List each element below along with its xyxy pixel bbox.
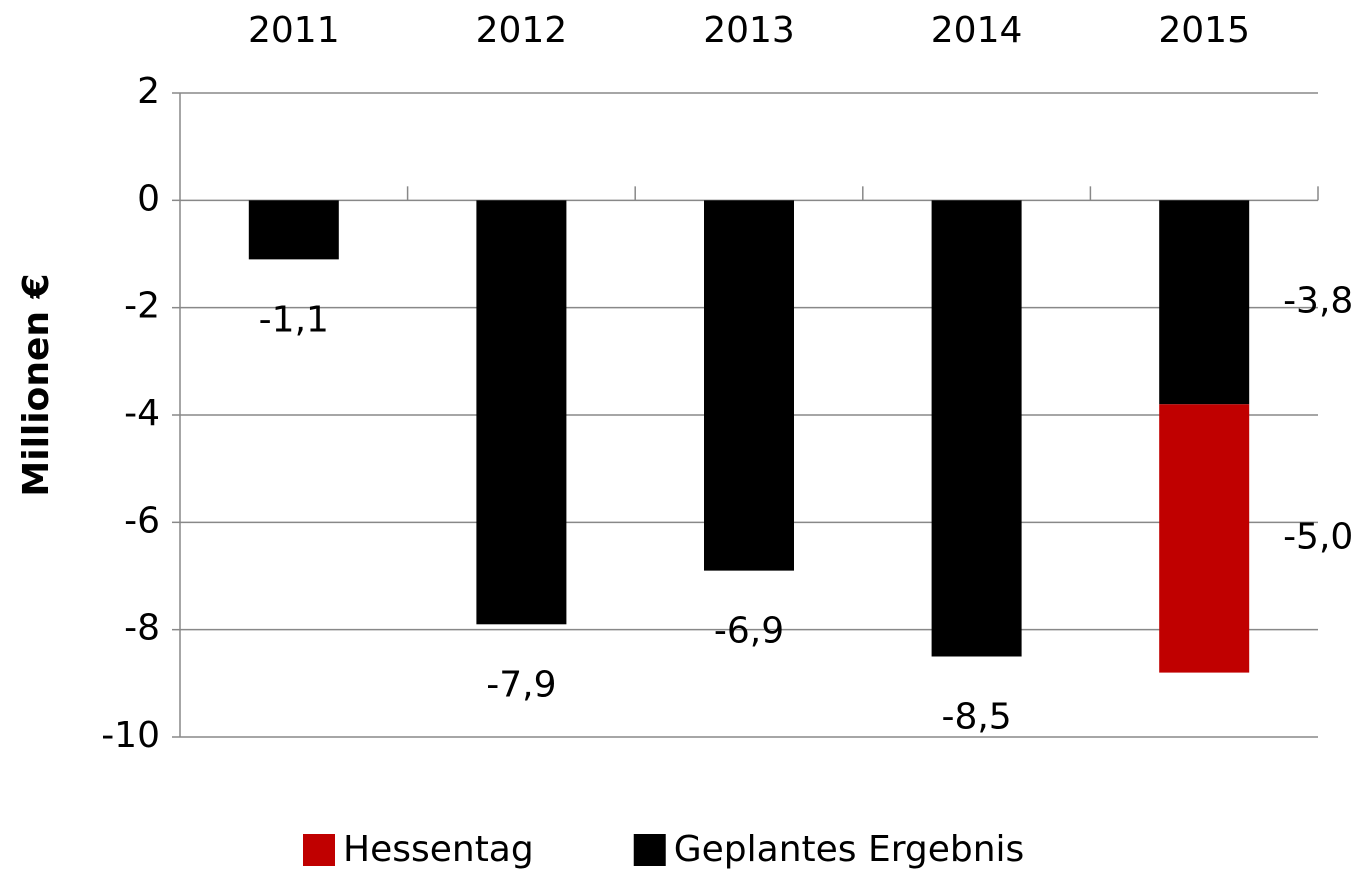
bar: [1159, 404, 1250, 673]
legend-swatch: [303, 834, 335, 866]
value-label: -8,5: [941, 697, 1011, 738]
bar: [248, 200, 339, 260]
value-label: -5,0: [1283, 516, 1353, 557]
value-label: -1,1: [259, 299, 329, 340]
bar: [1159, 200, 1250, 405]
x-tick-label: 2013: [703, 10, 795, 51]
y-axis-label: Millionen €: [16, 273, 57, 496]
bar: [931, 200, 1022, 657]
value-label: -6,9: [714, 611, 784, 652]
bar: [704, 200, 794, 571]
y-tick-label: -6: [124, 500, 160, 541]
value-label: -7,9: [486, 664, 556, 705]
legend-label: Hessentag: [343, 829, 534, 870]
value-label: -3,8: [1283, 280, 1353, 321]
x-tick-label: 2015: [1158, 10, 1250, 51]
x-tick-label: 2012: [476, 10, 568, 51]
x-tick-label: 2014: [931, 10, 1023, 51]
y-tick-label: -2: [124, 286, 160, 327]
y-tick-label: -4: [124, 393, 160, 434]
bar: [476, 200, 567, 625]
legend-label: Geplantes Ergebnis: [674, 829, 1025, 870]
legend-swatch: [633, 834, 666, 866]
y-tick-label: -8: [124, 608, 160, 649]
y-tick-label: -10: [101, 715, 160, 756]
x-tick-label: 2011: [248, 10, 340, 51]
y-tick-label: 2: [137, 71, 160, 112]
y-tick-label: 0: [137, 178, 160, 219]
